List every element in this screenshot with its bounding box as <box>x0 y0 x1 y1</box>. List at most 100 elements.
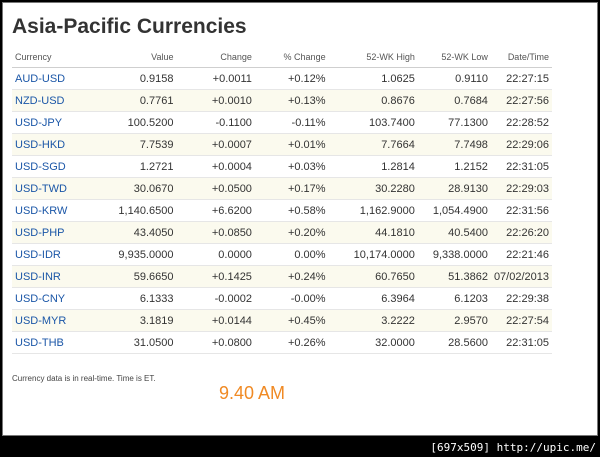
value-cell: 0.7761 <box>105 89 177 112</box>
col-header-date-time: Date/Time <box>490 46 552 68</box>
currency-panel: Asia-Pacific Currencies Currency Value C… <box>2 2 598 436</box>
table-row: USD-TWD 30.0670 +0.0500 +0.17% 30.2280 28.913… <box>12 177 552 200</box>
value-cell: 59.6650 <box>105 265 177 288</box>
change-cell: +0.0004 <box>176 155 255 178</box>
value-cell: 31.0500 <box>105 331 177 354</box>
col-header-52wk-low: 52-WK Low <box>417 46 491 68</box>
high-52wk-cell: 32.0000 <box>328 331 418 354</box>
low-52wk-cell: 77.1300 <box>417 111 491 134</box>
pct-change-cell: +0.17% <box>254 177 329 200</box>
table-row: USD-JPY 100.5200 -0.1100 -0.11% 103.7400 77.1… <box>12 111 552 134</box>
col-header-pct-change: % Change <box>254 46 329 68</box>
table-row: USD-SGD 1.2721 +0.0004 +0.03% 1.2814 1.2152 22… <box>12 155 552 178</box>
currency-symbol-link[interactable]: USD-MYR <box>12 309 106 332</box>
date-time-cell: 07/02/2013 <box>490 265 552 288</box>
currency-symbol-link[interactable]: USD-PHP <box>12 221 106 244</box>
pct-change-cell: -0.00% <box>254 287 329 310</box>
low-52wk-cell: 28.5600 <box>417 331 491 354</box>
currency-symbol-link[interactable]: USD-SGD <box>12 155 106 178</box>
value-cell: 1,140.6500 <box>105 199 177 222</box>
pct-change-cell: +0.13% <box>254 89 329 112</box>
currency-symbol-link[interactable]: USD-IDR <box>12 243 106 266</box>
col-header-change: Change <box>176 46 255 68</box>
change-cell: +0.0010 <box>176 89 255 112</box>
col-header-value: Value <box>105 46 177 68</box>
change-cell: 0.0000 <box>176 243 255 266</box>
table-row: AUD-USD 0.9158 +0.0011 +0.12% 1.0625 0.9110 22… <box>12 67 552 90</box>
date-time-cell: 22:21:46 <box>490 243 552 266</box>
date-time-cell: 22:31:05 <box>490 155 552 178</box>
currency-symbol-link[interactable]: AUD-USD <box>12 67 106 90</box>
table-row: USD-KRW 1,140.6500 +6.6200 +0.58% 1,162.9000… <box>12 199 552 222</box>
pct-change-cell: +0.58% <box>254 199 329 222</box>
value-cell: 43.4050 <box>105 221 177 244</box>
change-cell: -0.1100 <box>176 111 255 134</box>
currency-symbol-link[interactable]: USD-THB <box>12 331 106 354</box>
change-cell: +0.0500 <box>176 177 255 200</box>
low-52wk-cell: 9,338.0000 <box>417 243 491 266</box>
date-time-cell: 22:27:54 <box>490 309 552 332</box>
date-time-cell: 22:29:38 <box>490 287 552 310</box>
change-cell: +0.1425 <box>176 265 255 288</box>
change-cell: +0.0011 <box>176 67 255 90</box>
high-52wk-cell: 1.0625 <box>328 67 418 90</box>
date-time-cell: 22:28:52 <box>490 111 552 134</box>
pct-change-cell: +0.20% <box>254 221 329 244</box>
currency-symbol-link[interactable]: USD-INR <box>12 265 106 288</box>
value-cell: 3.1819 <box>105 309 177 332</box>
currency-symbol-link[interactable]: USD-HKD <box>12 133 106 156</box>
pct-change-cell: +0.45% <box>254 309 329 332</box>
high-52wk-cell: 60.7650 <box>328 265 418 288</box>
table-row: USD-PHP 43.4050 +0.0850 +0.20% 44.1810 40.540… <box>12 221 552 244</box>
change-cell: +0.0800 <box>176 331 255 354</box>
high-52wk-cell: 103.7400 <box>328 111 418 134</box>
change-cell: +0.0850 <box>176 221 255 244</box>
change-cell: +6.6200 <box>176 199 255 222</box>
table-row: NZD-USD 0.7761 +0.0010 +0.13% 0.8676 0.7684 22… <box>12 89 552 112</box>
low-52wk-cell: 1,054.4900 <box>417 199 491 222</box>
date-time-cell: 22:29:03 <box>490 177 552 200</box>
page-title: Asia-Pacific Currencies <box>12 15 247 38</box>
low-52wk-cell: 28.9130 <box>417 177 491 200</box>
value-cell: 100.5200 <box>105 111 177 134</box>
table-row: USD-MYR 3.1819 +0.0144 +0.45% 3.2222 2.9570 22… <box>12 309 552 332</box>
pct-change-cell: +0.12% <box>254 67 329 90</box>
low-52wk-cell: 0.7684 <box>417 89 491 112</box>
pct-change-cell: +0.24% <box>254 265 329 288</box>
value-cell: 30.0670 <box>105 177 177 200</box>
change-cell: -0.0002 <box>176 287 255 310</box>
value-cell: 6.1333 <box>105 287 177 310</box>
value-cell: 0.9158 <box>105 67 177 90</box>
low-52wk-cell: 2.9570 <box>417 309 491 332</box>
table-row: USD-INR 59.6650 +0.1425 +0.24% 60.7650 51.386… <box>12 265 552 288</box>
pct-change-cell: +0.01% <box>254 133 329 156</box>
value-cell: 9,935.0000 <box>105 243 177 266</box>
pct-change-cell: -0.11% <box>254 111 329 134</box>
change-cell: +0.0144 <box>176 309 255 332</box>
high-52wk-cell: 3.2222 <box>328 309 418 332</box>
image-watermark: [697x509] http://upic.me/ <box>430 441 596 454</box>
currency-symbol-link[interactable]: USD-KRW <box>12 199 106 222</box>
pct-change-cell: +0.03% <box>254 155 329 178</box>
high-52wk-cell: 44.1810 <box>328 221 418 244</box>
currency-symbol-link[interactable]: USD-CNY <box>12 287 106 310</box>
col-header-currency: Currency <box>12 46 106 68</box>
currency-symbol-link[interactable]: USD-JPY <box>12 111 106 134</box>
currency-symbol-link[interactable]: USD-TWD <box>12 177 106 200</box>
low-52wk-cell: 51.3862 <box>417 265 491 288</box>
date-time-cell: 22:31:56 <box>490 199 552 222</box>
low-52wk-cell: 6.1203 <box>417 287 491 310</box>
date-time-cell: 22:26:20 <box>490 221 552 244</box>
table-row: USD-HKD 7.7539 +0.0007 +0.01% 7.7664 7.7498 22… <box>12 133 552 156</box>
low-52wk-cell: 0.9110 <box>417 67 491 90</box>
date-time-cell: 22:27:15 <box>490 67 552 90</box>
low-52wk-cell: 1.2152 <box>417 155 491 178</box>
currency-symbol-link[interactable]: NZD-USD <box>12 89 106 112</box>
col-header-52wk-high: 52-WK High <box>328 46 418 68</box>
footnote: Currency data is in real-time. Time is E… <box>12 374 156 383</box>
handwritten-time-annotation: 9.40 AM <box>219 383 286 403</box>
low-52wk-cell: 40.5400 <box>417 221 491 244</box>
value-cell: 1.2721 <box>105 155 177 178</box>
currency-table: Currency Value Change % Change 52-WK Hig… <box>12 46 552 354</box>
value-cell: 7.7539 <box>105 133 177 156</box>
